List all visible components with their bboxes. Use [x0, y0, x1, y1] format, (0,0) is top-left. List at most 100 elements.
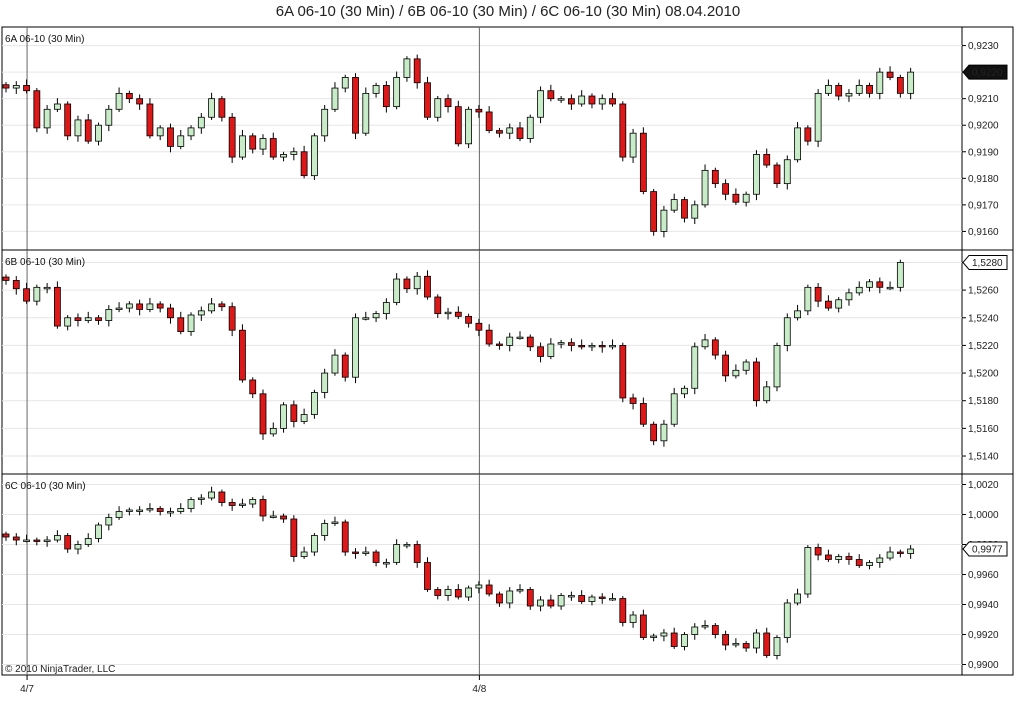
- candle[interactable]: [403, 544, 411, 547]
- candle[interactable]: [23, 539, 30, 542]
- candle[interactable]: [496, 130, 503, 134]
- candle[interactable]: [475, 322, 483, 331]
- candle[interactable]: [886, 71, 894, 78]
- candle[interactable]: [557, 595, 565, 607]
- candle[interactable]: [547, 599, 555, 607]
- candle[interactable]: [670, 199, 678, 211]
- candle[interactable]: [84, 119, 92, 142]
- candle[interactable]: [208, 491, 216, 499]
- candle[interactable]: [352, 317, 359, 378]
- candle[interactable]: [598, 345, 606, 348]
- candle[interactable]: [310, 392, 318, 415]
- candle[interactable]: [43, 539, 51, 542]
- candle[interactable]: [598, 98, 606, 105]
- candle[interactable]: [629, 132, 637, 158]
- candle[interactable]: [393, 278, 401, 303]
- candle[interactable]: [681, 634, 688, 647]
- candle[interactable]: [218, 98, 226, 118]
- candle[interactable]: [341, 354, 349, 378]
- candle[interactable]: [290, 151, 298, 155]
- candle[interactable]: [33, 90, 41, 129]
- candle[interactable]: [526, 116, 534, 139]
- candle[interactable]: [64, 103, 72, 137]
- candle[interactable]: [763, 632, 771, 656]
- candle[interactable]: [269, 427, 277, 435]
- candle[interactable]: [557, 98, 565, 101]
- candle[interactable]: [331, 521, 339, 524]
- candle[interactable]: [794, 310, 801, 319]
- candle[interactable]: [125, 509, 133, 512]
- candle[interactable]: [691, 346, 699, 389]
- candle[interactable]: [362, 317, 370, 320]
- candle[interactable]: [876, 281, 884, 288]
- candle[interactable]: [485, 329, 493, 345]
- candle[interactable]: [814, 547, 822, 556]
- candle[interactable]: [783, 602, 791, 638]
- candle[interactable]: [670, 632, 678, 647]
- candle[interactable]: [907, 548, 915, 554]
- candle[interactable]: [907, 71, 915, 94]
- candle[interactable]: [54, 103, 61, 110]
- candle[interactable]: [578, 595, 586, 602]
- candle[interactable]: [228, 502, 236, 506]
- candle[interactable]: [742, 361, 750, 371]
- candle[interactable]: [496, 343, 503, 346]
- candle[interactable]: [362, 92, 370, 134]
- candle[interactable]: [208, 303, 216, 312]
- candle[interactable]: [866, 85, 873, 94]
- candle[interactable]: [732, 643, 740, 646]
- candle[interactable]: [547, 90, 555, 100]
- candle[interactable]: [773, 637, 781, 656]
- candle[interactable]: [454, 311, 462, 317]
- candle[interactable]: [177, 508, 185, 512]
- candle[interactable]: [177, 317, 185, 332]
- candle[interactable]: [115, 307, 123, 310]
- candle[interactable]: [866, 281, 873, 288]
- candle[interactable]: [2, 276, 10, 281]
- candle[interactable]: [783, 317, 791, 346]
- candle[interactable]: [619, 103, 627, 158]
- candle[interactable]: [54, 286, 61, 327]
- candle[interactable]: [95, 317, 102, 321]
- candle[interactable]: [74, 544, 82, 550]
- candle[interactable]: [454, 106, 462, 145]
- candle[interactable]: [639, 614, 647, 638]
- candle[interactable]: [105, 517, 113, 526]
- candle[interactable]: [156, 303, 164, 309]
- candle[interactable]: [845, 92, 853, 97]
- candle[interactable]: [372, 313, 380, 319]
- candle[interactable]: [393, 544, 401, 563]
- candle[interactable]: [773, 345, 781, 388]
- candle[interactable]: [33, 286, 41, 302]
- candle[interactable]: [54, 535, 61, 541]
- candle[interactable]: [516, 336, 524, 340]
- candle[interactable]: [568, 595, 575, 598]
- candle[interactable]: [156, 508, 164, 512]
- candle[interactable]: [578, 345, 586, 348]
- candle[interactable]: [804, 286, 812, 312]
- candle[interactable]: [732, 369, 740, 377]
- candle[interactable]: [228, 116, 236, 158]
- candle[interactable]: [12, 536, 20, 541]
- candle[interactable]: [496, 593, 503, 604]
- candle[interactable]: [609, 98, 616, 105]
- candle[interactable]: [506, 590, 514, 604]
- candle[interactable]: [701, 169, 709, 206]
- candle[interactable]: [12, 85, 20, 89]
- candle[interactable]: [588, 596, 596, 602]
- candle[interactable]: [2, 84, 10, 89]
- candle[interactable]: [352, 551, 359, 554]
- candle[interactable]: [167, 511, 174, 514]
- candle[interactable]: [300, 551, 308, 557]
- candle[interactable]: [444, 311, 452, 315]
- candle[interactable]: [814, 92, 822, 142]
- candle[interactable]: [650, 191, 658, 232]
- candle[interactable]: [650, 423, 658, 442]
- candle[interactable]: [249, 379, 257, 395]
- candle[interactable]: [23, 288, 30, 302]
- candle[interactable]: [331, 354, 339, 374]
- candle[interactable]: [187, 314, 195, 332]
- candle[interactable]: [259, 499, 267, 517]
- candle[interactable]: [125, 303, 133, 309]
